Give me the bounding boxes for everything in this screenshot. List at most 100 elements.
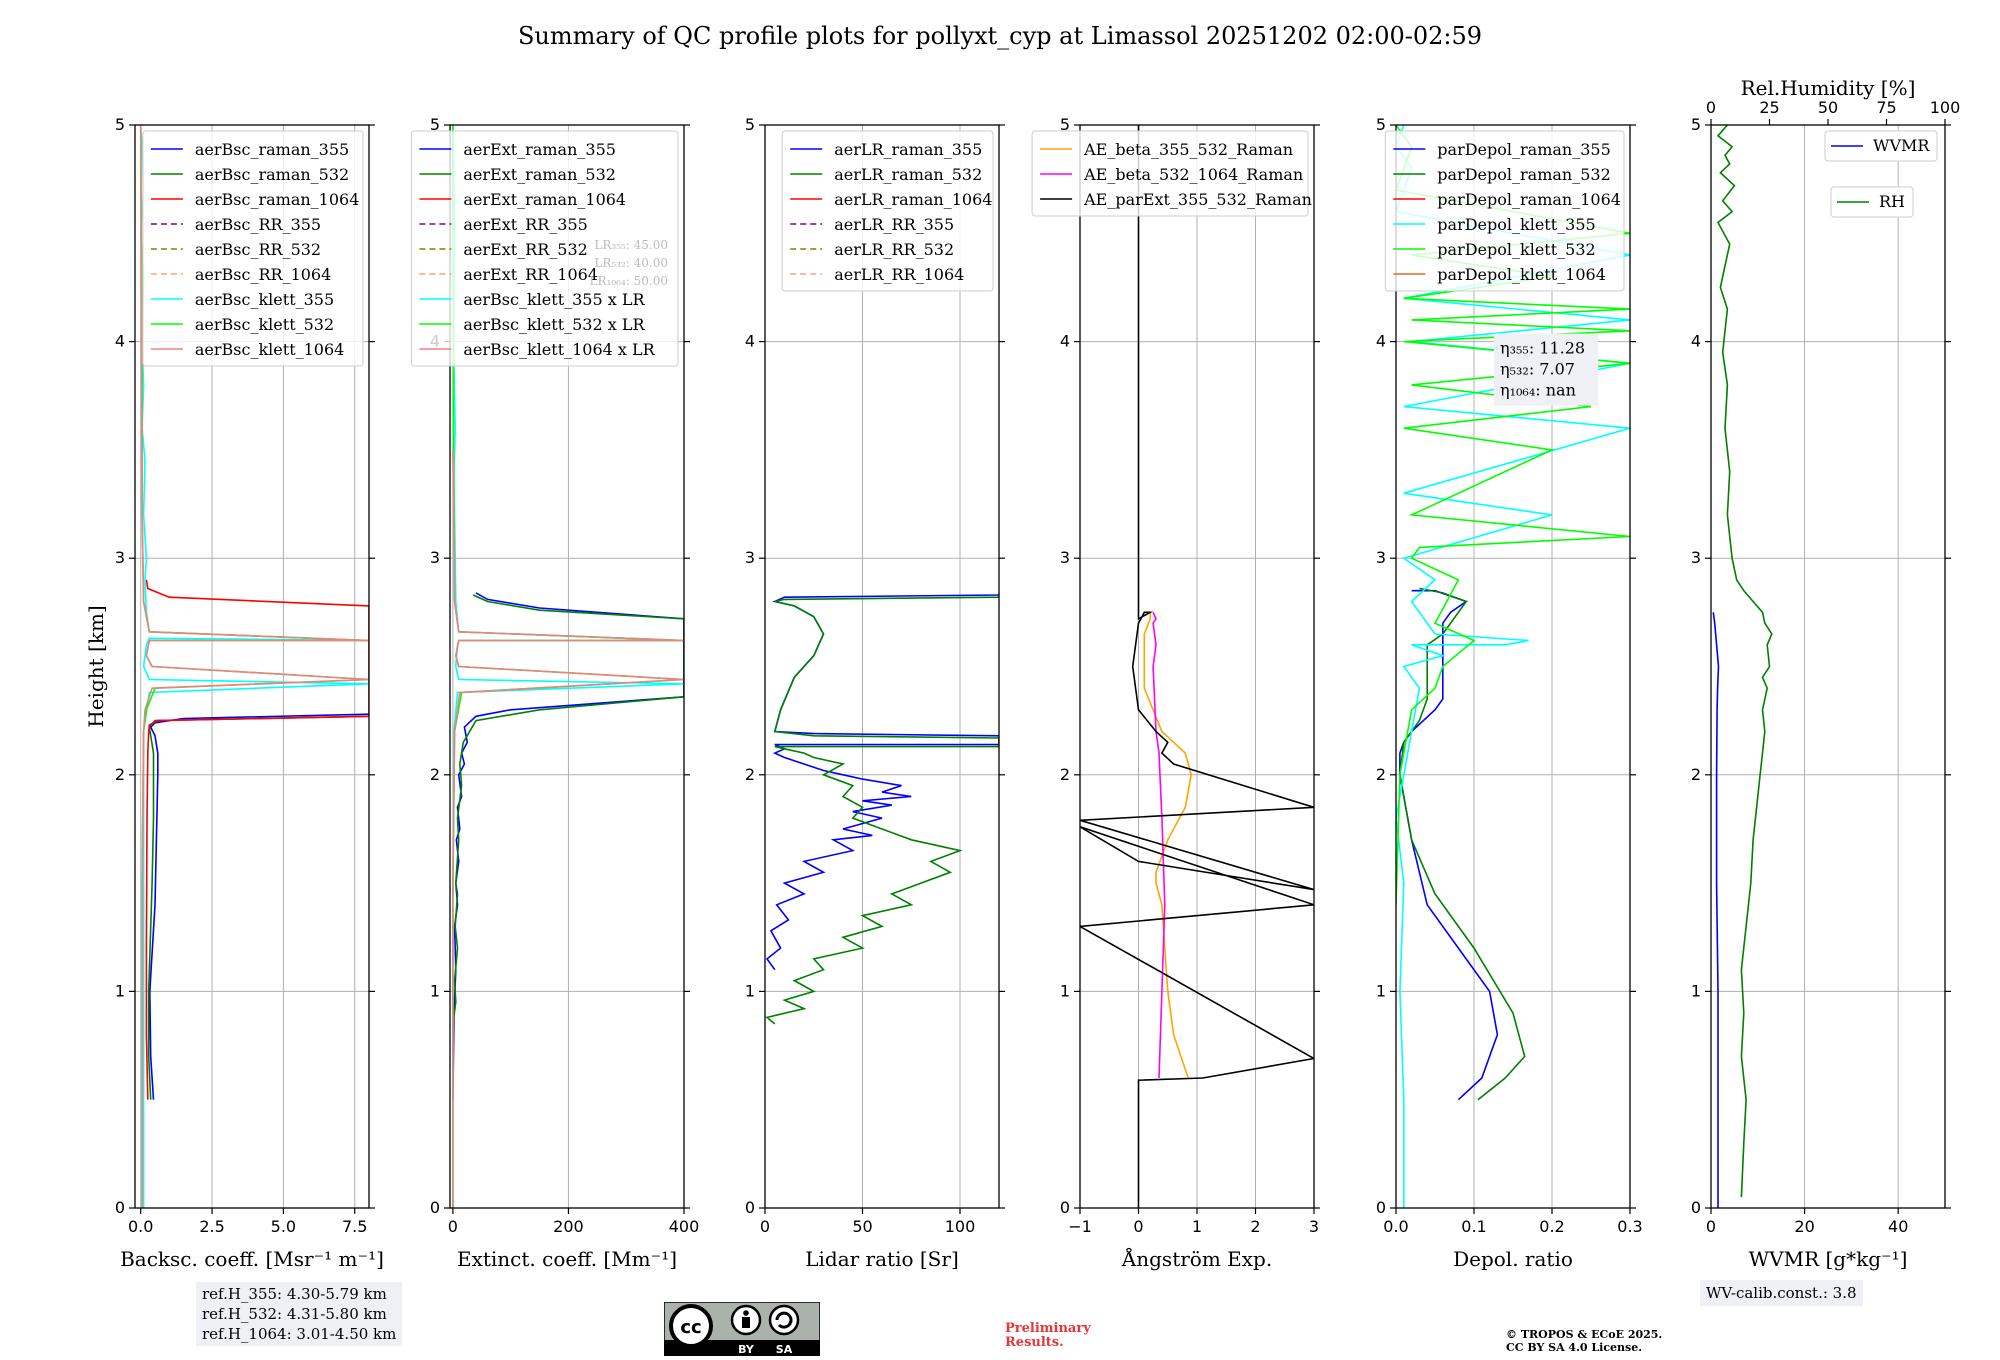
series-parDepol_raman_532 [1399,587,1526,1101]
y-tick-label: 5 [745,115,755,134]
y-tick-label: 5 [1060,115,1070,134]
wv-calib-box: WV-calib.const.: 3.8 [1700,1280,1863,1306]
series-aerBsc_klett_1064 x LR [452,449,684,1208]
axes-frame [134,124,370,1209]
y-tick-label: 3 [430,548,440,567]
y-tick-label: 0 [1691,1198,1701,1217]
top-x-axis-label: Rel.Humidity [%] [1741,76,1916,100]
axes-frame [1395,124,1631,1209]
legend-entry: aerLR_raman_532 [834,165,982,184]
eta-value: η₃₅₅: 11.28 [1500,339,1585,358]
panel-wvmr: 0 20 40 0 1 2 3 4 5 WVMR [g*kg⁻¹] 0 25 50 75 100 Rel.Hu… [1691,76,1960,1271]
legend-entry: aerBsc_raman_355 [195,140,349,159]
legend: AE_beta_355_532_Raman AE_beta_532_1064_Ra… [1031,130,1312,217]
legend-entry: aerBsc_klett_1064 [195,340,344,359]
series-RH [1716,125,1773,1198]
x-tick-label: 0 [1133,1217,1143,1236]
x-tick-label: 100 [945,1217,976,1236]
series-aerBsc_klett_1064 [139,125,369,1208]
legend-entry: parDepol_klett_532 [1437,240,1595,259]
legend-entry: RH [1879,192,1905,211]
legend-entry: aerBsc_raman_1064 [195,190,360,209]
ref-height-355: ref.H_355: 4.30-5.79 km [202,1285,387,1303]
x-tick-label: 0.0 [1383,1217,1408,1236]
legend-entry: aerBsc_klett_1064 x LR [463,340,655,359]
top-x-tick-label: 50 [1818,98,1838,117]
x-tick-label: 0.2 [1539,1217,1564,1236]
x-tick-label: 0 [760,1217,770,1236]
eta-value: η₁₀₆₄: nan [1500,381,1576,400]
y-tick-label: 5 [430,115,440,134]
y-tick-label: 1 [745,981,755,1000]
top-x-tick-label: 75 [1876,98,1896,117]
y-tick-label: 5 [115,115,125,134]
legend-entry: parDepol_raman_532 [1437,165,1610,184]
legend-entry: aerLR_RR_355 [834,215,954,234]
top-x-tick-label: 0 [1706,98,1716,117]
x-tick-label: 1 [1192,1217,1202,1236]
y-tick-label: 1 [1060,981,1070,1000]
panel-backscatter: 0.0 2.5 5.0 7.5 0 1 2 3 4 5 Backsc. coeff. [Msr⁻¹ … [84,115,384,1271]
wv-calib-text: WV-calib.const.: 3.8 [1706,1284,1857,1302]
legend-entry: aerLR_raman_1064 [834,190,992,209]
copyright-line-1: © TROPOS & ECoE 2025. [1506,1328,1663,1341]
legend-entry: aerExt_RR_532 [463,240,587,259]
x-tick-label: 0 [448,1217,458,1236]
x-tick-label: 50 [852,1217,872,1236]
legend-entry: aerLR_RR_1064 [834,265,964,284]
y-tick-label: 4 [115,332,125,351]
y-tick-label: 3 [1376,548,1386,567]
x-tick-label: 7.5 [342,1217,367,1236]
y-tick-label: 5 [1691,115,1701,134]
legend: aerBsc_raman_355 aerBsc_raman_532 aerBsc_r… [142,130,364,367]
legend-entry: aerLR_RR_532 [834,240,954,259]
y-tick-label: 1 [430,981,440,1000]
x-axis-label: Depol. ratio [1453,1247,1573,1271]
legend-entry: aerBsc_RR_532 [195,240,321,259]
axes-frame [1710,124,1946,1209]
series-aerBsc_raman_1064 [145,579,369,1100]
x-tick-label: 0.3 [1617,1217,1642,1236]
eta-annotation: η₃₅₅: 11.28 η₅₃₂: 7.07 η₁₀₆₄: nan [1494,333,1598,406]
legend-entry: aerBsc_RR_355 [195,215,321,234]
y-tick-label: 2 [1060,765,1070,784]
legend: aerLR_raman_355 aerLR_raman_532 aerLR_rama… [781,130,994,292]
series-aerExt_raman_532 [452,594,684,1025]
x-tick-label: 40 [1888,1217,1908,1236]
y-tick-label: 0 [1376,1198,1386,1217]
legend-entry: aerBsc_klett_532 x LR [463,315,645,334]
legend: aerExt_raman_355 aerExt_raman_532 aerExt_r… [410,130,679,367]
legend-entry: aerBsc_klett_355 [195,290,334,309]
legend-entry: parDepol_klett_355 [1437,215,1595,234]
legend-entry: AE_beta_355_532_Raman [1083,140,1293,159]
legend-entry: aerBsc_klett_355 x LR [463,290,645,309]
y-tick-label: 0 [430,1198,440,1217]
y-tick-label: 0 [115,1198,125,1217]
legend-entry: aerExt_RR_355 [463,215,587,234]
legend: RH [1830,186,1914,218]
legend-entry: aerBsc_RR_1064 [195,265,331,284]
y-tick-label: 1 [1691,981,1701,1000]
legend-entry: aerExt_raman_355 [463,140,616,159]
y-tick-label: 2 [115,765,125,784]
y-tick-label: 5 [1376,115,1386,134]
series-aerLR_raman_355 [765,592,999,971]
sa-icon [768,1304,800,1336]
legend-entry: WVMR [1873,136,1930,155]
x-tick-label: −1 [1068,1217,1092,1236]
legend: parDepol_raman_355 parDepol_raman_532 parD… [1384,130,1625,292]
axes-frame [449,124,685,1209]
by-text: BY [738,1343,755,1356]
copyright-note: © TROPOS & ECoE 2025. CC BY SA 4.0 Licen… [1506,1328,1662,1354]
x-tick-label: 0 [1706,1217,1716,1236]
series-aerBsc_raman_355 [148,713,369,1100]
x-tick-label: 200 [553,1217,584,1236]
y-axis-label: Height [km] [84,605,108,727]
y-tick-label: 4 [1376,332,1386,351]
preliminary-line-2: Results. [1005,1335,1064,1350]
y-tick-label: 3 [1691,548,1701,567]
legend-entry: aerExt_RR_1064 [463,265,598,284]
panel-extinction: 0200400012345Extinct. coeff. [Mm⁻¹]aerEx… [410,115,699,1271]
y-tick-label: 2 [1691,765,1701,784]
